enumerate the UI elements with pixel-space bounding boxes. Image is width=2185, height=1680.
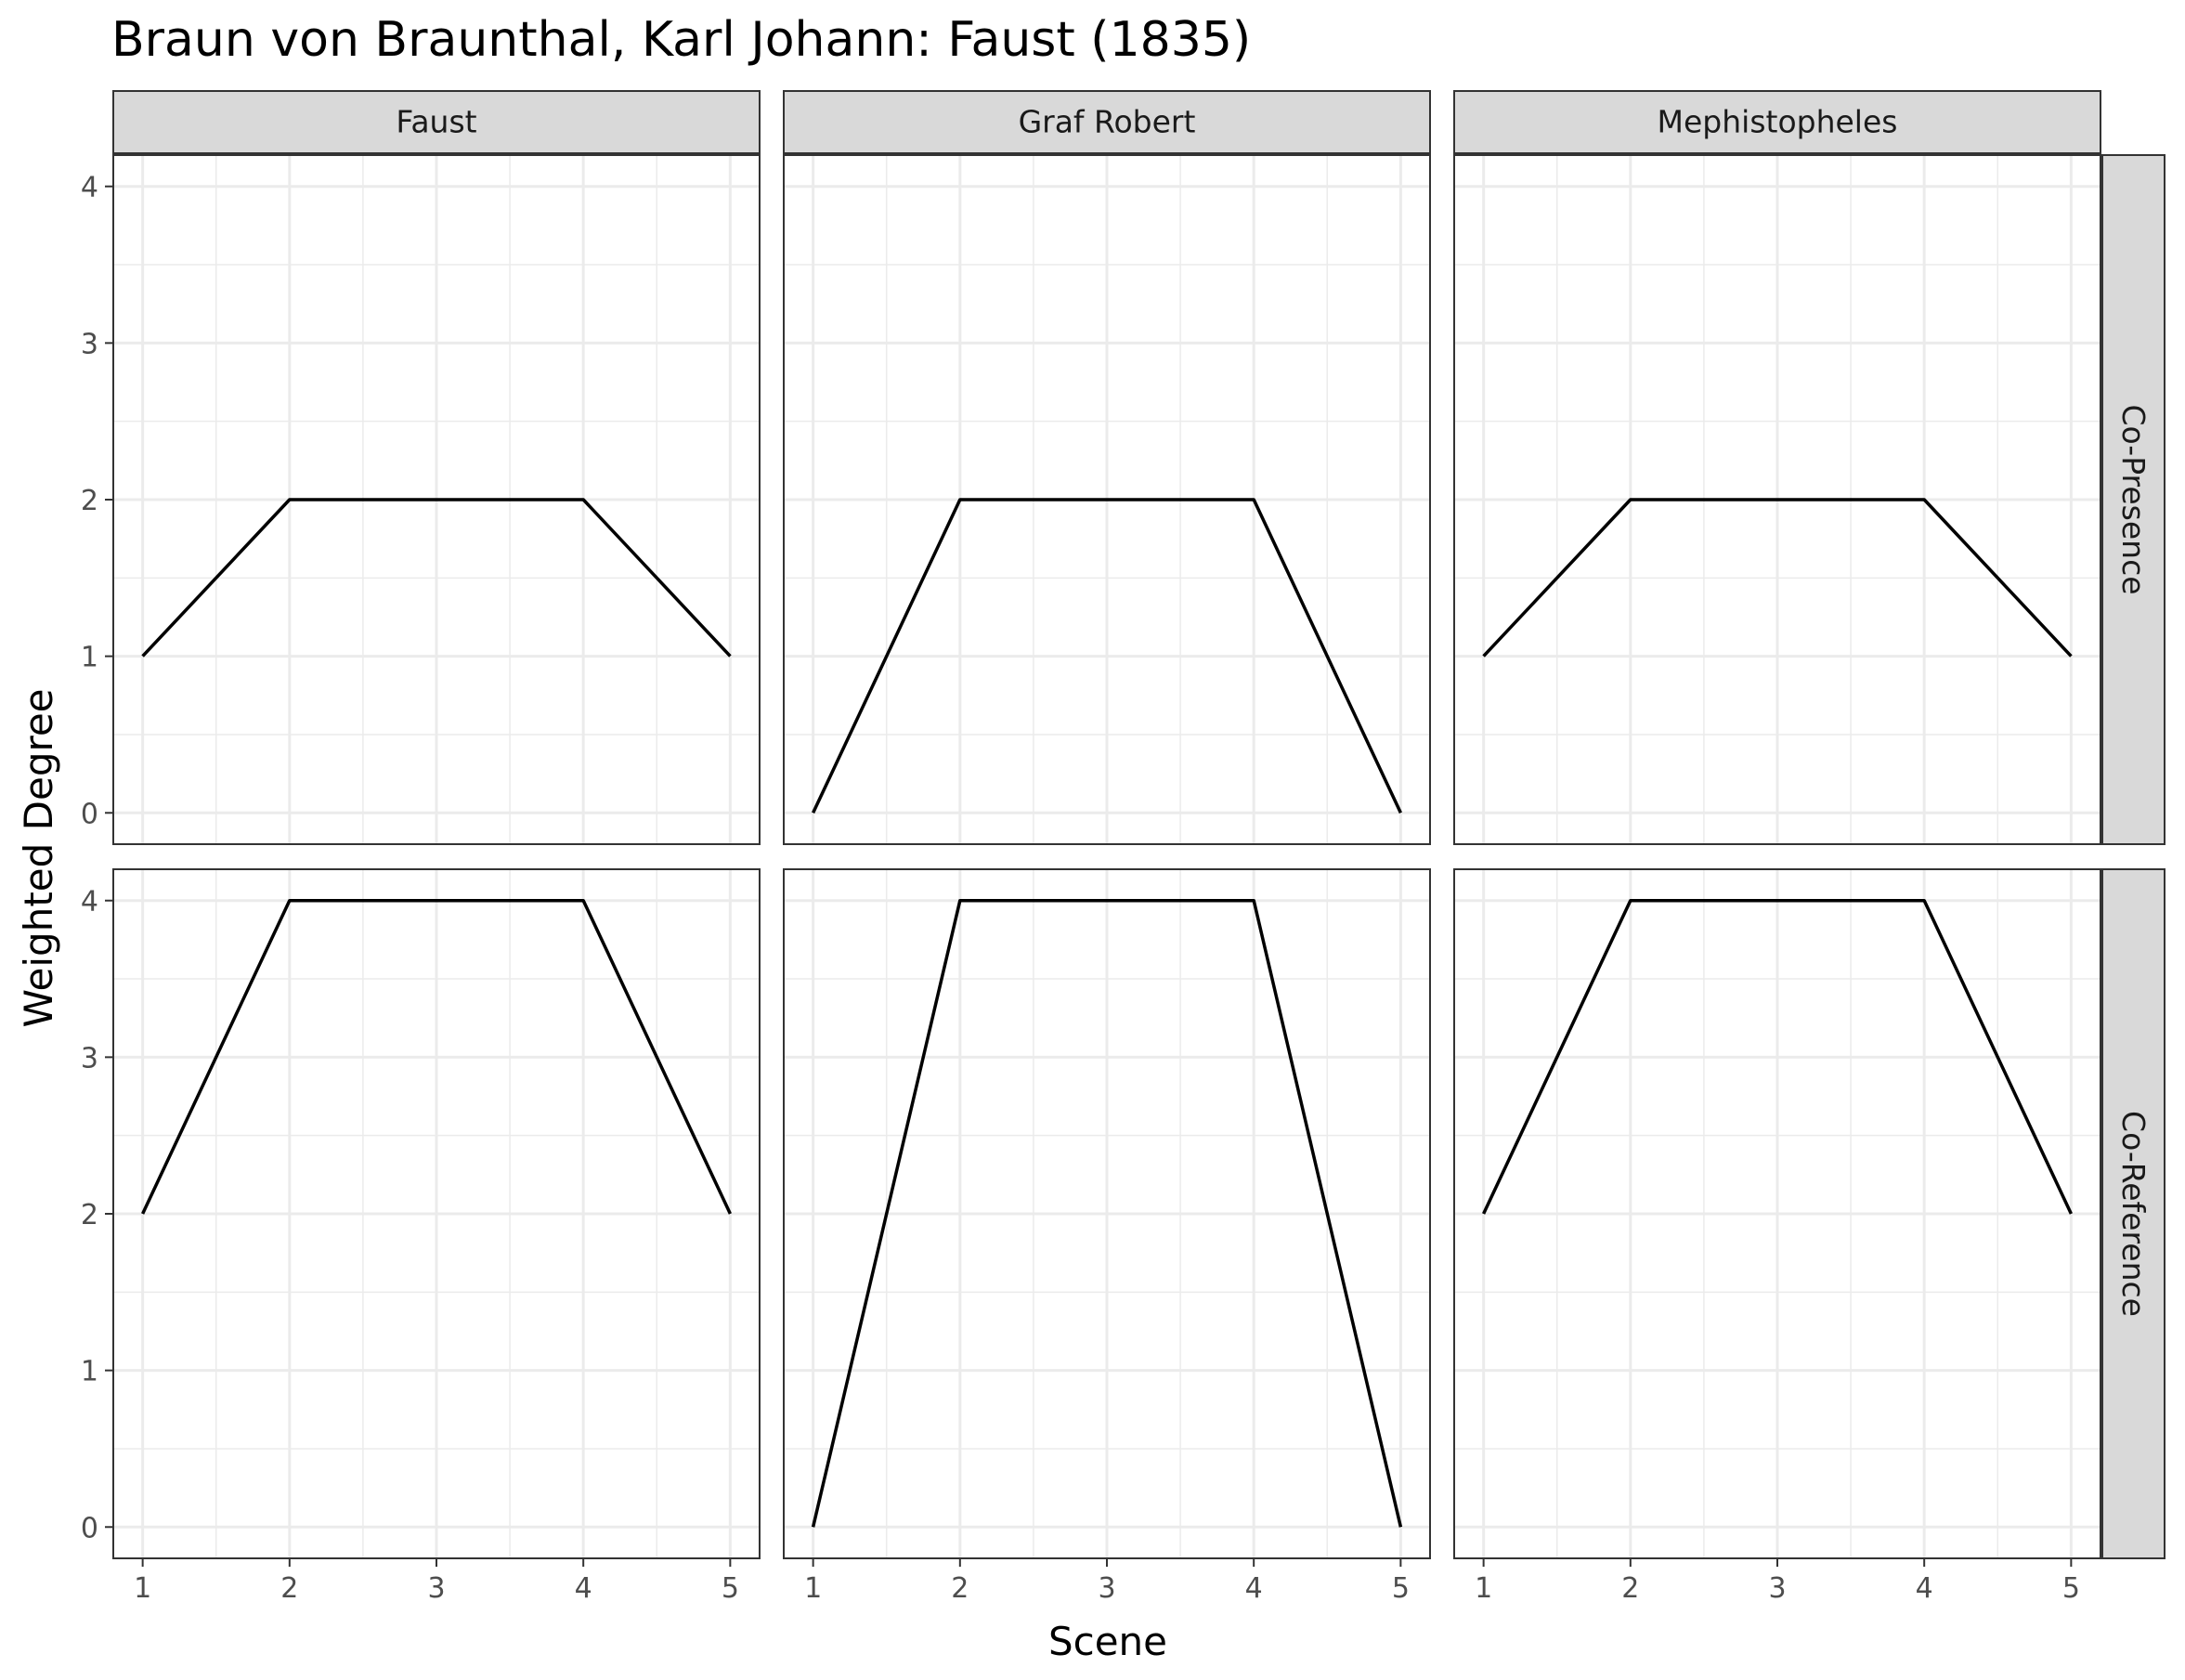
x-tick-label: 1 [1475,1572,1492,1605]
x-tick-label: 4 [1916,1572,1933,1605]
chart-title: Braun von Braunthal, Karl Johann: Faust … [111,12,1252,68]
strip-graf-robert [783,90,1431,154]
x-tick-label: 3 [1768,1572,1786,1605]
y-tick-label: 1 [81,1356,98,1388]
series-line-graf-robert-co-presence [812,498,1402,814]
y-tick-label: 4 [81,172,98,204]
y-tick-label: 0 [81,1512,98,1544]
x-tick-label: 4 [575,1572,592,1605]
x-tick-label: 4 [1245,1572,1263,1605]
series-line-faust-co-reference [141,898,732,1215]
strip-co-reference [2101,868,2165,1559]
y-tick-label: 4 [81,886,98,918]
panel-border [1453,154,2101,845]
series-line-mephistopheles-co-presence [1482,498,2073,658]
x-tick-label: 3 [427,1572,445,1605]
y-tick-label: 2 [81,1199,98,1231]
strip-faust [112,90,761,154]
x-tick-label: 5 [2062,1572,2080,1605]
x-tick-label: 2 [280,1572,298,1605]
strip-label-co-presence: Co-Presence [2115,404,2152,594]
y-tick-label: 3 [81,1042,98,1074]
y-tick-label: 0 [81,798,98,830]
y-tick-label: 3 [81,328,98,360]
strip-label-faust: Faust [396,104,476,140]
y-tick-label: 2 [81,485,98,517]
panel-border [783,154,1431,845]
x-tick-label: 3 [1098,1572,1115,1605]
x-tick-label: 2 [951,1572,969,1605]
series-line-faust-co-presence [141,498,732,658]
x-axis-label: Scene [1047,1619,1168,1664]
x-tick-label: 1 [134,1572,151,1605]
x-tick-label: 5 [1392,1572,1410,1605]
x-tick-label: 2 [1621,1572,1639,1605]
strip-label-mephistopheles: Mephistopheles [1658,104,1898,140]
strip-co-presence [2101,154,2165,845]
strip-label-co-reference: Co-Reference [2115,1111,2152,1317]
series-line-mephistopheles-co-reference [1482,898,2073,1215]
strip-mephistopheles [1453,90,2101,154]
x-tick-label: 5 [722,1572,739,1605]
strip-label-graf-robert: Graf Robert [1019,104,1196,140]
series-line-graf-robert-co-reference [811,898,1403,1528]
x-tick-label: 1 [804,1572,822,1605]
y-tick-label: 1 [81,642,98,674]
